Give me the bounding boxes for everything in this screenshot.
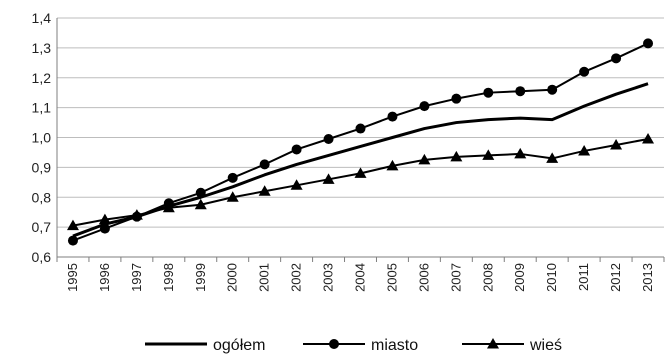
data-point <box>258 185 271 196</box>
x-tick-label: 1998 <box>161 263 176 292</box>
x-tick-label: 2007 <box>448 263 463 292</box>
data-point <box>483 87 494 98</box>
x-tick-label: 2011 <box>576 263 591 291</box>
data-point <box>610 138 623 150</box>
x-tick-label: 2006 <box>416 263 431 292</box>
legend: ogółem miasto wieś <box>145 337 562 354</box>
data-point <box>546 152 559 163</box>
series-lines <box>66 38 655 246</box>
data-point <box>354 167 367 178</box>
data-point <box>291 144 302 155</box>
data-point <box>195 187 206 198</box>
y-tick-label: 0,9 <box>32 159 52 175</box>
data-point <box>419 101 430 112</box>
x-tick-label: 1995 <box>65 263 80 292</box>
data-point <box>482 149 495 160</box>
legend-item: miasto <box>303 337 418 354</box>
series-1 <box>67 38 654 246</box>
x-tick-label: 2010 <box>544 263 559 292</box>
data-point <box>323 133 334 144</box>
data-point <box>162 201 175 213</box>
x-tick-label: 2002 <box>289 263 304 292</box>
data-point <box>578 144 591 156</box>
data-point <box>98 213 111 225</box>
legend-label: wieś <box>529 337 562 354</box>
x-tick-label: 2001 <box>257 263 272 292</box>
data-point <box>547 84 558 95</box>
data-point <box>99 223 110 234</box>
data-point <box>514 147 527 159</box>
y-tick-label: 1,1 <box>32 100 52 116</box>
data-point <box>642 132 655 144</box>
x-tick-label: 2008 <box>480 263 495 292</box>
data-point <box>451 93 462 104</box>
y-tick-label: 1,3 <box>32 40 52 56</box>
x-tick-label: 2012 <box>608 263 623 292</box>
y-tick-labels: 0,6 0,7 0,8 0,9 1,0 1,1 1,2 1,3 1,4 <box>32 10 52 265</box>
series-0 <box>72 82 649 238</box>
data-point <box>290 179 303 190</box>
x-tick-labels: 1995 1996 1997 1998 1999 2000 2001 2002 2003 2004… <box>65 263 655 292</box>
legend-item: ogółem <box>145 337 265 354</box>
data-point <box>450 150 463 162</box>
y-tick-label: 1,2 <box>32 70 52 86</box>
data-point <box>322 173 335 184</box>
data-point <box>579 66 590 77</box>
legend-label: miasto <box>371 337 418 354</box>
legend-marker <box>487 338 499 349</box>
series-2 <box>66 132 655 231</box>
series-line <box>72 82 649 238</box>
data-point <box>355 123 366 134</box>
x-tick-label: 2013 <box>640 263 655 292</box>
grid-lines <box>57 17 664 228</box>
data-point <box>515 86 526 97</box>
x-tick-label: 2009 <box>512 263 527 292</box>
x-tick-label: 2003 <box>321 263 336 292</box>
data-point <box>226 191 239 202</box>
data-point <box>67 235 78 246</box>
y-tick-label: 0,6 <box>32 249 52 265</box>
data-point <box>643 38 654 49</box>
data-point <box>259 159 270 170</box>
x-tick-label: 2005 <box>384 263 399 292</box>
data-point <box>66 219 79 231</box>
axes <box>56 18 665 262</box>
series-line <box>72 42 649 242</box>
x-tick-label: 1997 <box>129 263 144 292</box>
legend-label: ogółem <box>213 337 265 354</box>
series-line <box>72 138 649 227</box>
data-point <box>611 53 622 64</box>
x-tick-label: 1996 <box>97 263 112 292</box>
x-tick-label: 2000 <box>225 263 240 292</box>
x-tick-label: 1999 <box>193 263 208 292</box>
data-point <box>386 159 399 171</box>
legend-marker <box>329 339 339 349</box>
legend-item: wieś <box>462 337 562 354</box>
data-point <box>387 111 398 122</box>
data-point <box>130 209 143 220</box>
data-point <box>194 198 207 210</box>
y-tick-label: 0,7 <box>32 219 52 235</box>
data-point <box>418 153 431 165</box>
y-tick-label: 1,0 <box>32 130 52 146</box>
data-point <box>227 172 238 183</box>
x-tick-label: 2004 <box>353 263 368 292</box>
y-tick-label: 0,8 <box>32 189 52 205</box>
y-tick-label: 1,4 <box>32 10 52 26</box>
